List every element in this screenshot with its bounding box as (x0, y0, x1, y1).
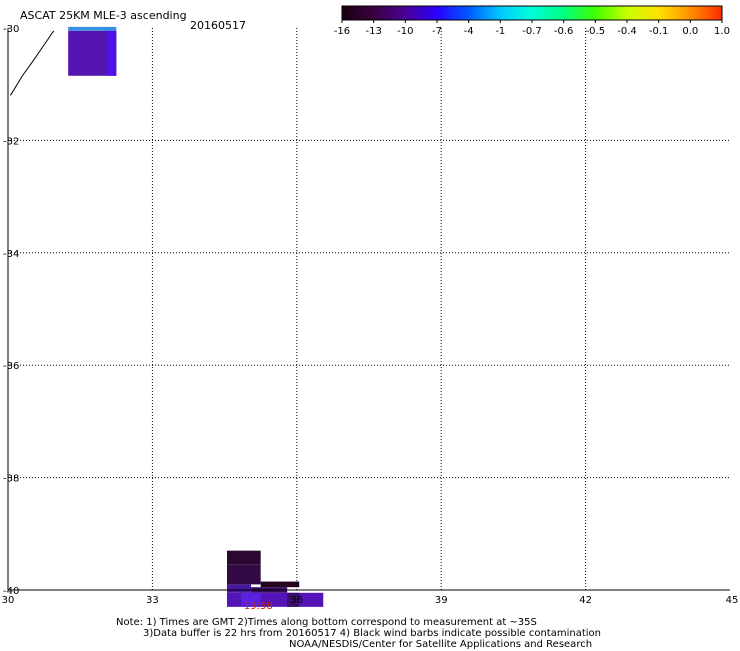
colorbar-tick-label: -0.7 (522, 26, 542, 37)
lon-label: 36 (290, 595, 303, 606)
data-cell (287, 592, 300, 607)
lat-label: -40 (3, 586, 19, 597)
colorbar-tick-label: 1.0 (714, 26, 730, 37)
colorbar (341, 5, 723, 21)
colorbar-tick-label: -0.5 (586, 26, 606, 37)
lon-label: 30 (2, 595, 15, 606)
lon-label: 45 (726, 595, 739, 606)
lon-label: 39 (435, 595, 448, 606)
data-cell (227, 564, 261, 585)
product-title: ASCAT 25KM MLE-3 ascending (20, 9, 187, 22)
colorbar-tick-label: -4 (464, 26, 474, 37)
colorbar-tick-label: -10 (397, 26, 413, 37)
colorbar-tick-label: -7 (432, 26, 442, 37)
data-cell (106, 30, 117, 76)
product-date: 20160517 (190, 19, 246, 32)
time-label: 19:58 (244, 601, 273, 612)
data-cell (227, 550, 261, 565)
data-cell (68, 26, 117, 31)
colorbar-tick-label: -0.6 (554, 26, 574, 37)
data-cell (260, 581, 300, 588)
lon-label: 42 (579, 595, 592, 606)
note-line-2: 3)Data buffer is 22 hrs from 20160517 4)… (143, 628, 601, 639)
colorbar-tick-label: -0.1 (649, 26, 669, 37)
lat-label: -38 (3, 474, 19, 485)
data-cell (241, 592, 261, 607)
lon-label: 33 (146, 595, 159, 606)
colorbar-tick-label: -13 (365, 26, 381, 37)
colorbar-tick-label: -1 (495, 26, 505, 37)
lat-label: -32 (3, 136, 19, 147)
lat-label: -34 (3, 249, 19, 260)
note-line-1: Note: 1) Times are GMT 2)Times along bot… (116, 617, 537, 628)
lat-label: -30 (3, 24, 19, 35)
colorbar-tick-label: -0.4 (617, 26, 637, 37)
lat-label: -36 (3, 361, 19, 372)
coastline (9, 30, 55, 96)
credit-line: NOAA/NESDIS/Center for Satellite Applica… (289, 639, 593, 650)
colorbar-tick-label: 0.0 (682, 26, 698, 37)
colorbar-tick-label: -16 (334, 26, 350, 37)
data-cell (227, 584, 252, 593)
